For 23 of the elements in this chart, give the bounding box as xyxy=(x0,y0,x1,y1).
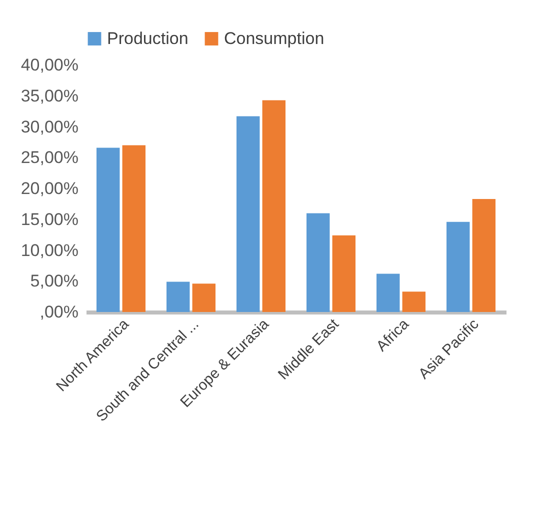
bar xyxy=(122,145,146,312)
legend-label: Production xyxy=(107,28,188,48)
bar xyxy=(192,284,216,312)
bar xyxy=(166,282,190,312)
bar xyxy=(472,199,496,312)
y-tick-label: 35,00% xyxy=(20,86,78,106)
y-tick-label: 20,00% xyxy=(20,179,78,198)
y-tick-label: 10,00% xyxy=(20,240,78,260)
legend-label: Consumption xyxy=(224,28,324,48)
bar xyxy=(236,116,260,312)
y-tick-label: 25,00% xyxy=(20,148,78,168)
bar xyxy=(306,213,330,312)
y-tick-label: 15,00% xyxy=(20,210,78,229)
bar xyxy=(402,292,426,312)
bar xyxy=(376,274,400,312)
y-tick-label: 5,00% xyxy=(30,272,78,291)
bar xyxy=(332,235,356,312)
y-tick-label: 30,00% xyxy=(20,117,78,136)
bar xyxy=(446,222,470,312)
bar xyxy=(262,100,286,312)
y-tick-label: 40,00% xyxy=(20,56,78,74)
y-tick-label: ,00% xyxy=(40,302,78,322)
bar xyxy=(96,148,120,312)
